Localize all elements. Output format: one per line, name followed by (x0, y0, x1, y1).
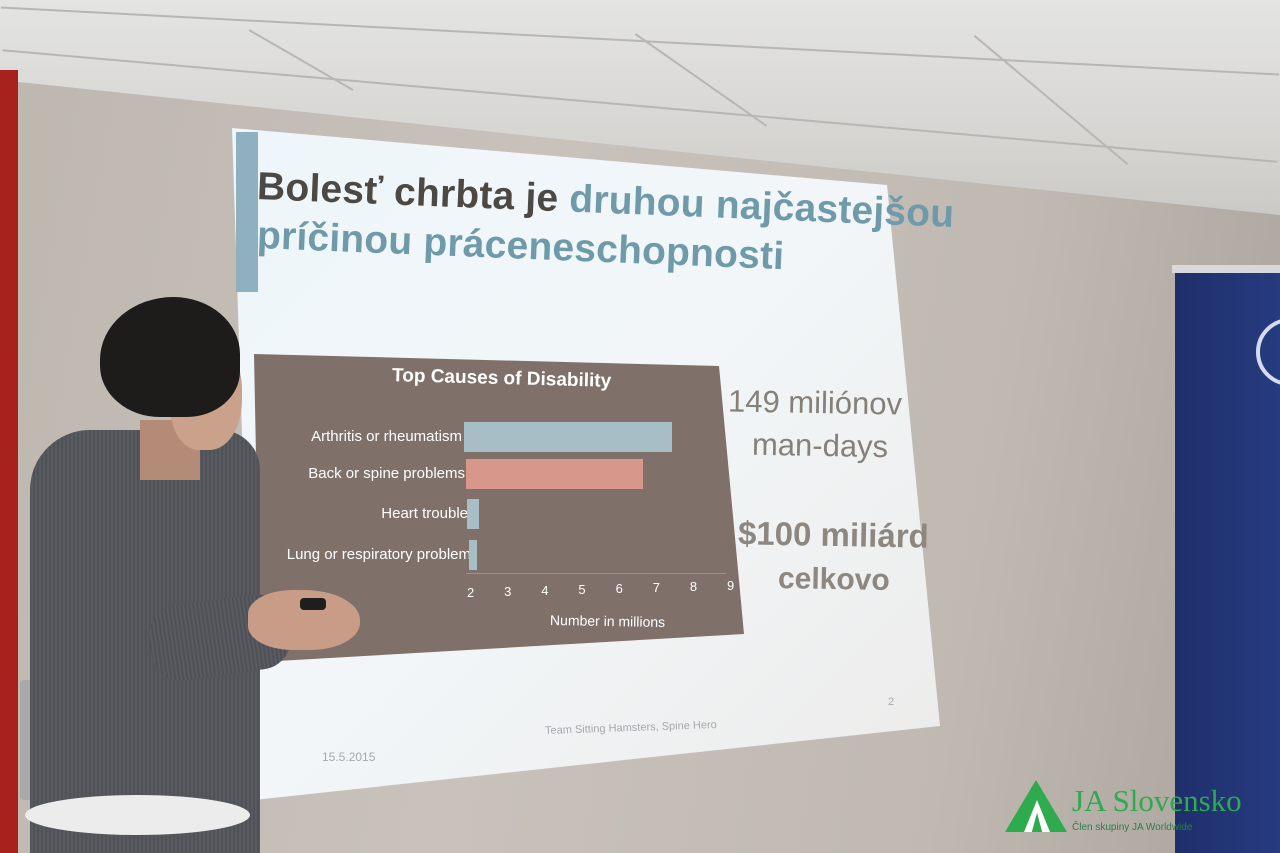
stat-man-days-line-2: man-days (751, 426, 889, 465)
slide-footer-date: 15.5.2015 (322, 750, 376, 764)
chart-x-tick: 2 (467, 585, 475, 600)
chart-x-tick: 4 (541, 583, 549, 598)
chart-bar (464, 422, 673, 452)
chart-x-axis-title: Number in millions (549, 611, 666, 631)
chart-category-label: Arthritis or rheumatism (311, 428, 462, 445)
chart-x-tick: 5 (578, 582, 586, 597)
slide-title-accent-bar (236, 132, 258, 292)
chart-bar (465, 459, 643, 489)
stat-cost-line-1: $100 miliárd (737, 514, 930, 555)
chart-bar (468, 540, 477, 570)
stat-cost-line-2: celkovo (777, 562, 891, 597)
logo-name: JA Slovensko (1072, 783, 1242, 818)
round-table (25, 795, 250, 835)
chart-category-label: Lung or respiratory problem (286, 546, 471, 563)
chart-x-tick: 7 (652, 580, 660, 595)
red-wall-strip (0, 70, 18, 853)
stat-man-days-line-1: 149 miliónov (727, 383, 903, 422)
slide-page-number: 2 (888, 696, 895, 708)
chart-category-label: Back or spine problems (308, 465, 465, 482)
chart-category-label: Heart trouble (381, 505, 468, 522)
presentation-clicker (300, 598, 326, 610)
logo-tagline: Člen skupiny JA Worldwide (1072, 822, 1193, 833)
chart-x-tick: 8 (689, 579, 698, 594)
chart-x-tick: 3 (504, 584, 512, 599)
chart-x-tick: 9 (727, 578, 735, 593)
chart-bar (467, 499, 480, 529)
banner-top-bar (1172, 265, 1280, 273)
presenter-hair (100, 297, 240, 417)
chart-x-tick: 6 (615, 581, 623, 596)
chart-x-axis (466, 573, 726, 574)
